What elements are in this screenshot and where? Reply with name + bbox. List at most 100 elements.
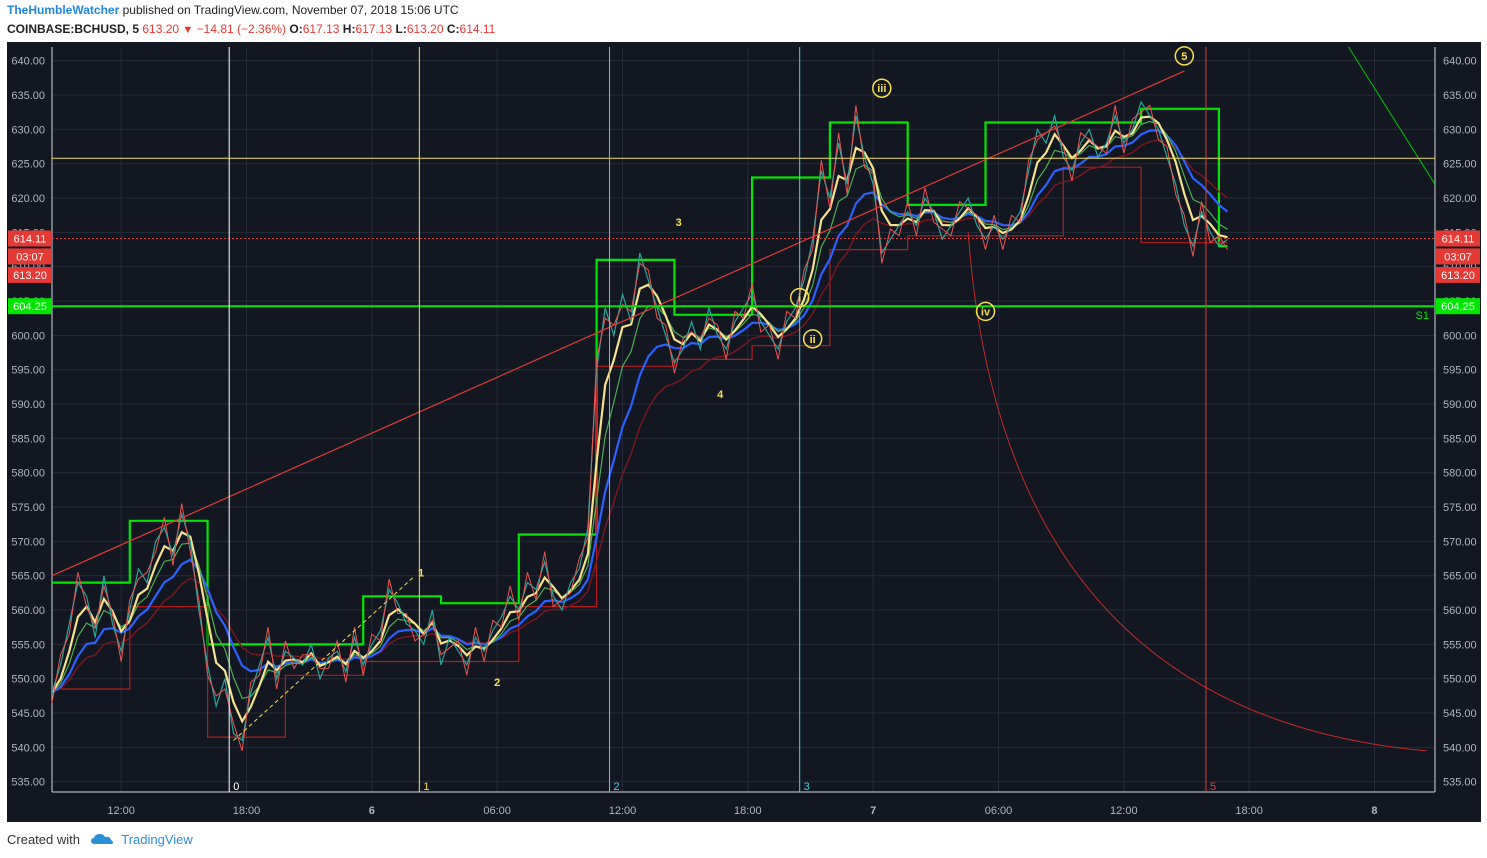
wave-vertical-label: 5 [1210, 781, 1216, 793]
y-tick-label-right: 565.00 [1443, 571, 1477, 583]
y-tick-label-left: 570.00 [11, 536, 45, 548]
x-tick-label: 18:00 [233, 805, 261, 817]
y-tick-label-left: 550.00 [11, 674, 45, 686]
wave-label-circle [872, 78, 892, 98]
price-tag-left-label: 03:07 [16, 251, 44, 263]
author-link[interactable]: TheHumbleWatcher [7, 3, 120, 17]
high-label: H: [342, 22, 356, 36]
y-tick-label-right: 600.00 [1443, 330, 1477, 342]
price-chart[interactable]: 640.00 640.00 635.00 635.00 630.00 630.00 625.… [7, 42, 1481, 822]
y-tick-label-right: 540.00 [1443, 742, 1477, 754]
price-tag-left [8, 230, 52, 247]
red-trend-line [51, 70, 1185, 577]
level-label: S1 [1416, 310, 1429, 322]
x-tick-label: 7 [870, 805, 876, 817]
wave-label-circle [1174, 46, 1195, 66]
publish-line: TheHumbleWatcher published on TradingVie… [7, 3, 459, 17]
y-tick-label-left: 540.00 [11, 742, 45, 754]
y-tick-label-left: 535.00 [11, 777, 45, 789]
dark-red-ma-line [51, 139, 1228, 694]
y-tick-label-right: 590.00 [1443, 399, 1477, 411]
open-value: 617.13 [302, 22, 340, 36]
y-tick-label-left: 585.00 [11, 433, 45, 445]
x-tick-label: 6 [369, 805, 375, 817]
y-tick-label-right: 555.00 [1443, 639, 1477, 651]
price-tag-left [8, 248, 52, 265]
x-tick-label: 06:00 [985, 805, 1013, 817]
wave-vertical-label: 0 [233, 781, 239, 793]
y-tick-label-right: 630.00 [1443, 124, 1477, 136]
price-tag-left [8, 298, 52, 315]
wave-label: 1 [418, 567, 424, 579]
x-tick-label: 8 [1371, 805, 1377, 817]
blue-ema-line [51, 129, 1229, 694]
yellow-ema-line [51, 115, 1228, 724]
wave-label: 3 [676, 217, 682, 229]
red-step-line [52, 166, 1228, 738]
y-tick-label-right: 635.00 [1443, 90, 1477, 102]
y-tick-label-right: 550.00 [1443, 674, 1477, 686]
wave-label: 2 [494, 677, 500, 689]
y-tick-label-left: 625.00 [11, 159, 45, 171]
tradingview-cloud-icon [90, 832, 114, 849]
y-tick-label-right: 585.00 [1443, 433, 1477, 445]
wave-label: iii [877, 83, 886, 95]
open-label: O: [289, 22, 303, 36]
y-tick-label-right: 560.00 [1443, 605, 1477, 617]
green-ma-line [51, 120, 1228, 700]
green-step-line [52, 107, 1228, 646]
y-tick-label-left: 590.00 [11, 399, 45, 411]
price-tag-right-label: 613.20 [1441, 270, 1475, 282]
x-tick-label: 12:00 [609, 805, 637, 817]
y-tick-label-left: 545.00 [11, 708, 45, 720]
y-tick-label-left: 575.00 [11, 502, 45, 514]
price-tag-right [1436, 298, 1480, 315]
y-tick-label-left: 620.00 [11, 193, 45, 205]
price-tag-right [1436, 248, 1480, 265]
y-tick-label-right: 625.00 [1443, 159, 1477, 171]
low-value: 613.20 [406, 22, 444, 36]
wave-label: ii [810, 334, 816, 346]
green-fan-line [1348, 46, 1436, 185]
y-tick-label-left: 640.00 [11, 56, 45, 68]
last-price: 613.20 [142, 22, 180, 36]
y-tick-label-right: 620.00 [1443, 193, 1477, 205]
yellow-channel-line [233, 575, 416, 741]
x-tick-label: 18:00 [1235, 805, 1263, 817]
y-tick-label-left: 600.00 [11, 330, 45, 342]
y-tick-label-left: 565.00 [11, 571, 45, 583]
y-tick-label-left: 560.00 [11, 605, 45, 617]
created-with-text: Created with [7, 832, 80, 847]
symbol-line: COINBASE:BCHUSD, 5 613.20 ▼ −14.81 (−2.3… [7, 22, 495, 36]
y-tick-label-right: 595.00 [1443, 365, 1477, 377]
wave-label-circle [789, 287, 810, 308]
price-tag-right-label: 604.25 [1441, 301, 1475, 313]
price-tag-left [8, 266, 52, 283]
high-value: 617.13 [355, 22, 393, 36]
wave-label: i [798, 293, 801, 305]
close-value: 614.11 [459, 22, 496, 36]
y-tick-label-right: 535.00 [1443, 777, 1477, 789]
wave-vertical-label: 1 [423, 781, 429, 793]
y-tick-label-left: 630.00 [11, 124, 45, 136]
y-tick-label-right: 640.00 [1443, 56, 1477, 68]
price-change: −14.81 (−2.36%) [196, 22, 287, 36]
low-label: L: [395, 22, 407, 36]
price-tag-right-label: 03:07 [1444, 251, 1472, 263]
price-tag-left-label: 604.25 [13, 301, 47, 313]
tradingview-link[interactable]: TradingView [121, 832, 193, 847]
price-line-red [51, 104, 1228, 751]
y-tick-label-left: 555.00 [11, 639, 45, 651]
y-tick-label-left: 595.00 [11, 365, 45, 377]
price-tag-left-label: 614.11 [14, 234, 47, 246]
chart-area[interactable]: 640.00 640.00 635.00 635.00 630.00 630.00 625.… [7, 42, 1481, 822]
red-arc-curve [967, 232, 1427, 752]
price-tag-left-label: 613.20 [13, 270, 47, 282]
y-tick-label-right: 580.00 [1443, 468, 1477, 480]
wave-label: iv [981, 306, 991, 318]
y-tick-label-right: 575.00 [1443, 502, 1477, 514]
wave-label: 4 [717, 389, 724, 401]
y-tick-label-left: 580.00 [11, 468, 45, 480]
x-tick-label: 12:00 [107, 805, 135, 817]
x-tick-label: 06:00 [483, 805, 511, 817]
